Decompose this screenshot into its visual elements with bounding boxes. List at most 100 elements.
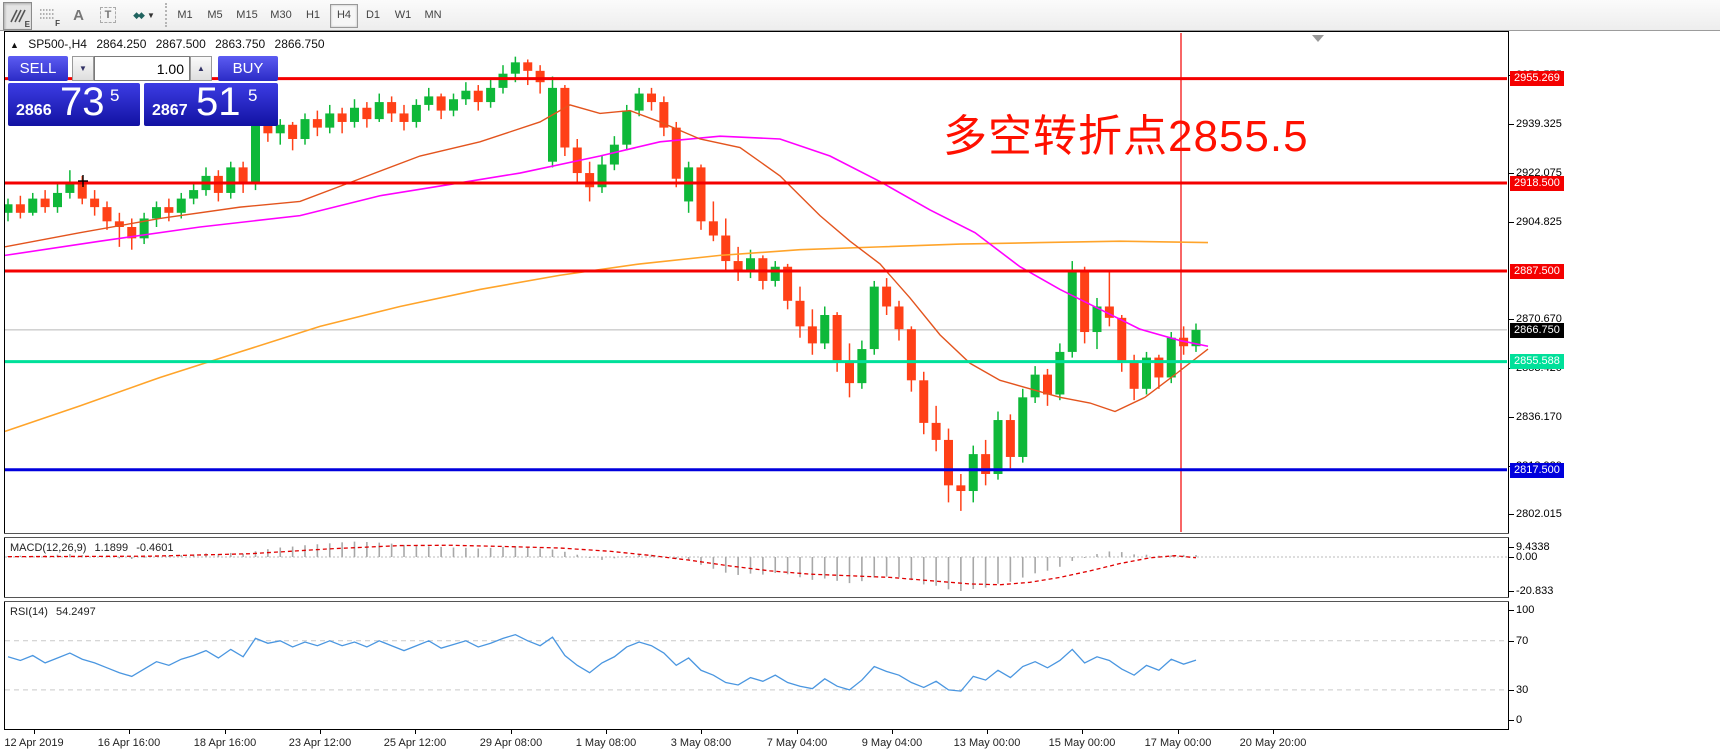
volume-input[interactable]: [94, 56, 190, 81]
icon-sub-f: F: [55, 19, 60, 28]
timeframe-button-H1[interactable]: H1: [305, 9, 321, 21]
ask-price-box[interactable]: 2867 51 5: [144, 80, 278, 126]
chart-hatch-e-button[interactable]: E: [3, 2, 32, 30]
letter-a-icon: A: [73, 6, 84, 24]
chart-left-border: [4, 31, 5, 729]
time-tick: [1178, 730, 1179, 734]
price-line-label: 2955.269: [1510, 71, 1564, 87]
time-tick: [320, 730, 321, 734]
time-label: 1 May 08:00: [575, 737, 637, 749]
horizontal-line-objects: [5, 77, 1507, 472]
chart-text-annotation: 多空转折点2855.5: [943, 112, 1309, 161]
volume-increase-button[interactable]: ▲: [190, 56, 212, 81]
timeframe-button-M30[interactable]: M30: [270, 9, 292, 21]
high-value: 2867.500: [155, 37, 206, 51]
ask-big-figure: 2867: [152, 102, 188, 119]
timeframe-button-M15[interactable]: M15: [236, 9, 258, 21]
time-label: 29 Apr 08:00: [479, 737, 543, 749]
rsi-panel-canvas[interactable]: [4, 601, 1509, 729]
time-label: 7 May 04:00: [766, 737, 828, 749]
time-tick: [129, 730, 130, 734]
macd-header: MACD(12,26,9) 1.1899 -0.4601: [10, 542, 179, 554]
price-line-label: 2855.588: [1510, 354, 1564, 369]
scale-tick-dash: [1509, 610, 1514, 611]
time-label: 3 May 08:00: [670, 737, 732, 749]
scale-divider[interactable]: [1508, 31, 1509, 729]
time-tick: [34, 730, 35, 734]
main-chart-canvas[interactable]: [4, 31, 1509, 533]
scale-tick-dash: [1509, 690, 1514, 691]
macd-panel-canvas[interactable]: [4, 537, 1509, 597]
text-box-button[interactable]: T: [95, 2, 121, 28]
sell-button[interactable]: SELL: [8, 56, 68, 81]
rsi-value: 54.2497: [55, 606, 96, 618]
macd-label: MACD(12,26,9): [10, 542, 87, 554]
scale-tick-dash: [1509, 720, 1514, 721]
macd-histogram: [7, 541, 1197, 591]
one-click-collapse-arrow[interactable]: ▲: [10, 40, 19, 50]
time-label: 12 Apr 2019: [4, 737, 64, 749]
spin-down-icon: ▼: [79, 64, 87, 73]
scale-tick-dash: [1509, 514, 1514, 515]
indicator-tick-label: 0: [1516, 714, 1523, 726]
indicator-tick-label: 9.4338: [1516, 541, 1550, 553]
time-label: 17 May 00:00: [1144, 737, 1212, 749]
sell-label: SELL: [19, 60, 57, 77]
volume-decrease-button[interactable]: ▼: [72, 56, 94, 81]
chart-shift-marker[interactable]: [1312, 35, 1324, 42]
scale-tick-dash: [1509, 547, 1514, 548]
grid-f-button[interactable]: F: [34, 2, 61, 28]
letter-t-box-icon: T: [99, 7, 117, 23]
rsi-line: [7, 633, 1197, 692]
time-tick: [511, 730, 512, 734]
toolbar: E F A T ◆◆ ▼ M1 M5 M15 M30 H1 H4 D1 W1 MN: [0, 0, 1720, 31]
one-click-trade-panel: SELL ▼ ▲ BUY 2866 73 5 2867 51 5: [8, 56, 278, 126]
time-tick: [892, 730, 893, 734]
time-label: 9 May 04:00: [861, 737, 923, 749]
cross-marker: [78, 175, 88, 187]
bid-price-box[interactable]: 2866 73 5: [8, 80, 140, 126]
timeframe-button-MN[interactable]: MN: [424, 9, 442, 21]
timeframe-button-M5[interactable]: M5: [207, 9, 223, 21]
scale-tick-dash: [1509, 557, 1514, 558]
price-tick-label: 2870.670: [1516, 313, 1562, 325]
bid-pips: 73: [60, 80, 105, 124]
toolbar-separator: [165, 3, 170, 27]
indicator-tick-label: 100: [1516, 604, 1535, 616]
dropdown-caret-icon: ▼: [146, 10, 155, 20]
timeframe-button-D1[interactable]: D1: [365, 9, 381, 21]
scale-tick-dash: [1509, 172, 1514, 174]
time-tick: [225, 730, 226, 734]
hatch-icon: [9, 9, 26, 23]
price-scale[interactable]: 2956.5752939.3252922.0752904.8252870.670…: [1509, 31, 1720, 729]
price-tick-label: 2802.015: [1516, 508, 1562, 520]
buy-label: BUY: [232, 60, 264, 77]
objects-dropdown-button[interactable]: ◆◆ ▼: [125, 2, 163, 28]
axis-border: [4, 729, 1509, 730]
chart-top-border: [4, 31, 1509, 32]
ma-magenta: [4, 135, 1209, 348]
time-label: 16 Apr 16:00: [97, 737, 161, 749]
macd-splitter[interactable]: [4, 533, 1509, 538]
time-axis[interactable]: 12 Apr 2019 16 Apr 16:00 18 Apr 16:00 23 Ap…: [4, 730, 1509, 753]
rsi-splitter[interactable]: [4, 597, 1509, 602]
indicator-tick-label: 70: [1516, 635, 1529, 647]
scale-tick-dash: [1509, 222, 1514, 223]
scale-tick-dash: [1509, 641, 1514, 642]
macd-signal-value: -0.4601: [136, 542, 174, 554]
time-label: 13 May 00:00: [953, 737, 1021, 749]
timeframe-button-H4[interactable]: H4: [330, 4, 358, 28]
price-line-label: 2887.500: [1510, 263, 1564, 279]
timeframe-button-W1[interactable]: W1: [394, 9, 412, 21]
time-tick: [797, 730, 798, 734]
buy-button[interactable]: BUY: [218, 56, 278, 81]
close-value: 2866.750: [274, 37, 325, 51]
timeframe-button-M1[interactable]: M1: [177, 9, 193, 21]
grid-rows-icon: [39, 9, 54, 19]
price-line-label: 2918.500: [1510, 175, 1564, 191]
time-label: 15 May 00:00: [1048, 737, 1116, 749]
text-label-button[interactable]: A: [66, 2, 91, 28]
indicator-tick-label: 0.00: [1516, 551, 1538, 563]
time-label: 25 Apr 12:00: [383, 737, 447, 749]
